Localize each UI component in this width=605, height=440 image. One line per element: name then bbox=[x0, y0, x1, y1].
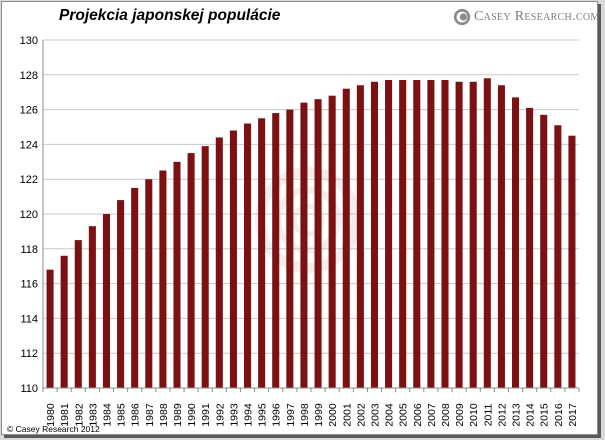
bar-2016 bbox=[554, 125, 562, 388]
x-tick-label: 2004 bbox=[384, 403, 396, 427]
x-tick-label: 2001 bbox=[341, 403, 353, 427]
bar-2007 bbox=[427, 80, 435, 389]
x-tick-label: 1982 bbox=[73, 403, 85, 427]
bar-1989 bbox=[173, 161, 181, 388]
bar-2002 bbox=[356, 85, 364, 389]
bar-2015 bbox=[540, 114, 548, 388]
x-tick-label: 1983 bbox=[87, 403, 99, 427]
bar-2009 bbox=[455, 81, 463, 388]
y-tick-label: 114 bbox=[20, 313, 38, 325]
y-tick-label: 110 bbox=[20, 383, 38, 395]
y-tick-label: 128 bbox=[20, 70, 38, 82]
x-tick-label: 1993 bbox=[228, 403, 240, 427]
bar-2005 bbox=[399, 80, 407, 389]
bar-1997 bbox=[286, 109, 294, 388]
bar-1992 bbox=[215, 137, 223, 388]
bar-1999 bbox=[314, 99, 322, 388]
x-axis: 1980 1981 1982 1983 1984 1985 1986 1987 1988 1989… bbox=[42, 387, 580, 427]
y-tick-label: 116 bbox=[20, 279, 38, 291]
x-tick-label: 1989 bbox=[172, 403, 184, 427]
x-tick-label: 2002 bbox=[355, 403, 367, 427]
brand-text: Casey Research.com bbox=[474, 9, 600, 24]
x-tick-label: 1992 bbox=[214, 403, 226, 427]
x-tick-label: 2003 bbox=[369, 403, 381, 427]
bars bbox=[46, 78, 576, 389]
bar-1990 bbox=[187, 153, 195, 388]
x-tick-label: 2013 bbox=[511, 403, 523, 427]
x-tick-label: 2000 bbox=[327, 403, 339, 427]
x-tick-label: 2015 bbox=[539, 403, 551, 427]
x-tick-label: 2014 bbox=[525, 403, 537, 427]
bar-2012 bbox=[497, 85, 505, 389]
y-tick-label: 126 bbox=[20, 105, 38, 117]
x-tick-label: 1981 bbox=[59, 403, 71, 427]
bar-2013 bbox=[512, 97, 520, 389]
y-tick-label: 118 bbox=[20, 244, 38, 256]
x-tick-label: 1997 bbox=[285, 403, 297, 427]
x-tick-label: 2011 bbox=[482, 404, 494, 427]
bar-2003 bbox=[370, 81, 378, 388]
x-tick-label: 2008 bbox=[440, 403, 452, 427]
x-tick-label: 1996 bbox=[271, 403, 283, 427]
bar-2017 bbox=[568, 135, 576, 388]
x-tick-label: 1985 bbox=[116, 403, 128, 427]
bar-1985 bbox=[117, 200, 125, 388]
x-tick-label: 2016 bbox=[553, 403, 565, 427]
y-axis: 110 112 114 116 118 120 122 124 126 128 130 bbox=[20, 35, 44, 395]
x-tick-label: 2006 bbox=[412, 403, 424, 427]
bar-1982 bbox=[74, 240, 82, 388]
bar-1995 bbox=[258, 118, 266, 389]
bar-2014 bbox=[526, 107, 534, 389]
bar-1988 bbox=[159, 170, 167, 388]
bar-1998 bbox=[300, 102, 308, 388]
bar-1996 bbox=[272, 113, 280, 388]
bar-1984 bbox=[102, 214, 110, 388]
x-tick-label: 1999 bbox=[313, 403, 325, 427]
x-tick-label: 1991 bbox=[200, 403, 212, 427]
x-tick-label: 1998 bbox=[299, 403, 311, 427]
bar-1981 bbox=[60, 255, 68, 388]
x-tick-label: 2009 bbox=[454, 403, 466, 427]
bar-1986 bbox=[131, 187, 139, 388]
x-tick-label: 1984 bbox=[101, 403, 113, 427]
chart-title: Projekcia japonskej populácie bbox=[59, 7, 281, 24]
x-tick-label: 1994 bbox=[243, 403, 255, 427]
copyright-text: © Casey Research 2012 bbox=[7, 424, 100, 434]
x-tick-label: 1986 bbox=[130, 403, 142, 427]
bar-1987 bbox=[145, 179, 153, 388]
bar-2001 bbox=[342, 88, 350, 388]
x-tick-label: 1987 bbox=[144, 403, 156, 427]
y-tick-label: 112 bbox=[20, 348, 38, 360]
x-tick-label: 1990 bbox=[186, 403, 198, 427]
bar-1993 bbox=[229, 130, 237, 389]
casey-research-logo-icon bbox=[453, 8, 471, 26]
bar-1980 bbox=[46, 269, 54, 388]
brand-logo-group: Casey Research.com bbox=[453, 7, 600, 27]
x-tick-label: 2005 bbox=[398, 403, 410, 427]
bar-2008 bbox=[441, 80, 449, 389]
y-tick-label: 122 bbox=[20, 174, 38, 186]
bar-1983 bbox=[88, 226, 96, 388]
bar-2010 bbox=[469, 81, 477, 388]
x-tick-label: 2010 bbox=[468, 403, 480, 427]
bar-2000 bbox=[328, 95, 336, 389]
y-tick-label: 124 bbox=[20, 139, 38, 151]
bar-2006 bbox=[413, 80, 421, 389]
bar-1994 bbox=[244, 123, 252, 389]
y-tick-label: 130 bbox=[20, 35, 38, 47]
x-tick-label: 2017 bbox=[567, 403, 579, 427]
bar-2004 bbox=[385, 80, 393, 389]
y-tick-label: 120 bbox=[20, 209, 38, 221]
x-tick-label: 1988 bbox=[158, 403, 170, 427]
bar-1991 bbox=[201, 146, 209, 388]
x-tick-label: 2007 bbox=[426, 403, 438, 427]
bar-2011 bbox=[483, 78, 491, 388]
x-tick-label: 2012 bbox=[496, 403, 508, 427]
x-tick-label: 1980 bbox=[45, 403, 57, 427]
x-tick-label: 1995 bbox=[257, 403, 269, 427]
